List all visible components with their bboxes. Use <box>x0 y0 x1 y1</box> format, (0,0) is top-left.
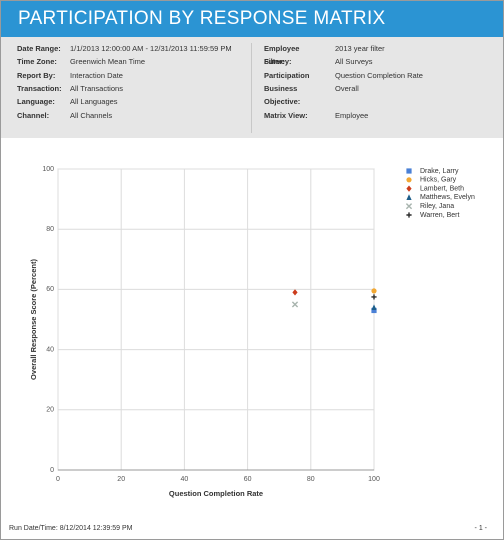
filter-label: Employee Filter: <box>264 44 300 67</box>
y-tick-label: 100 <box>42 166 54 173</box>
legend-label: Lambert, Beth <box>420 185 464 192</box>
filter-value: Question Completion Rate <box>335 70 423 80</box>
x-tick-label: 20 <box>117 476 125 483</box>
filter-value: All Channels <box>70 110 113 120</box>
legend-label: Matthews, Evelyn <box>420 194 475 201</box>
header: PARTICIPATION BY RESPONSE MATRIX <box>1 1 503 37</box>
legend-label: Riley, Jana <box>420 203 454 210</box>
y-tick-label: 0 <box>50 467 54 474</box>
plot-area <box>57 168 375 471</box>
filter-label: Matrix View: <box>264 110 308 120</box>
legend-marker <box>406 185 412 192</box>
y-tick-label: 60 <box>46 286 54 293</box>
run-date: Run Date/Time: 8/12/2014 12:39:59 PM <box>9 525 133 532</box>
filter-value: Employee <box>335 110 369 120</box>
x-tick-label: 60 <box>244 476 252 483</box>
filter-label: Date Range: <box>17 44 61 53</box>
x-axis-title: Question Completion Rate <box>169 489 263 498</box>
filter-label: Channel: <box>17 110 50 120</box>
point <box>371 288 377 294</box>
y-tick-label: 20 <box>46 407 54 414</box>
report-title: PARTICIPATION BY RESPONSE MATRIX <box>18 8 386 29</box>
legend-marker <box>405 203 413 210</box>
y-tick-label: 80 <box>46 226 54 233</box>
legend-marker <box>406 212 412 218</box>
legend-label: Drake, Larry <box>420 168 459 175</box>
point <box>292 289 298 296</box>
filter-panel: Date Range: 1/1/2013 12:00:00 AM - 12/31/… <box>1 37 503 138</box>
filter-value: 1/1/2013 12:00:00 AM - 12/31/2013 11:59:… <box>70 44 232 53</box>
x-tick-label: 40 <box>181 476 189 483</box>
filter-value: Overall <box>335 83 359 93</box>
filter-label: Survey: <box>264 57 292 67</box>
legend-marker <box>406 194 412 200</box>
filter-value: Greenwich Mean Time <box>70 57 146 67</box>
legend-label: Hicks, Gary <box>420 177 457 184</box>
filter-label: Participation <box>264 70 310 80</box>
filter-value: 2013 year filter <box>335 44 385 53</box>
legend-marker <box>406 168 412 174</box>
x-tick-label: 80 <box>307 476 315 483</box>
filter-value: All Transactions <box>70 83 123 93</box>
x-tick-label: 0 <box>56 476 60 483</box>
y-axis-title: Overall Response Score (Percent) <box>29 259 38 380</box>
filter-value: Interaction Date <box>70 70 123 80</box>
filter-label: Business Objective: <box>264 83 301 107</box>
legend-marker <box>406 177 412 183</box>
page-number: - 1 - <box>474 525 487 532</box>
x-tick-label: 100 <box>368 476 380 483</box>
filter-value: All Languages <box>70 97 118 107</box>
filter-value: All Surveys <box>335 57 373 67</box>
point <box>371 307 377 314</box>
filter-label: Report By: <box>17 70 56 80</box>
divider <box>251 43 252 133</box>
filter-label: Time Zone: <box>17 57 57 67</box>
filter-label: Language: <box>17 97 55 107</box>
point <box>291 301 299 308</box>
filter-label: Transaction: <box>17 83 62 93</box>
y-tick-label: 40 <box>46 346 54 353</box>
legend-label: Warren, Bert <box>420 212 459 219</box>
point <box>371 294 377 300</box>
point <box>371 304 377 311</box>
